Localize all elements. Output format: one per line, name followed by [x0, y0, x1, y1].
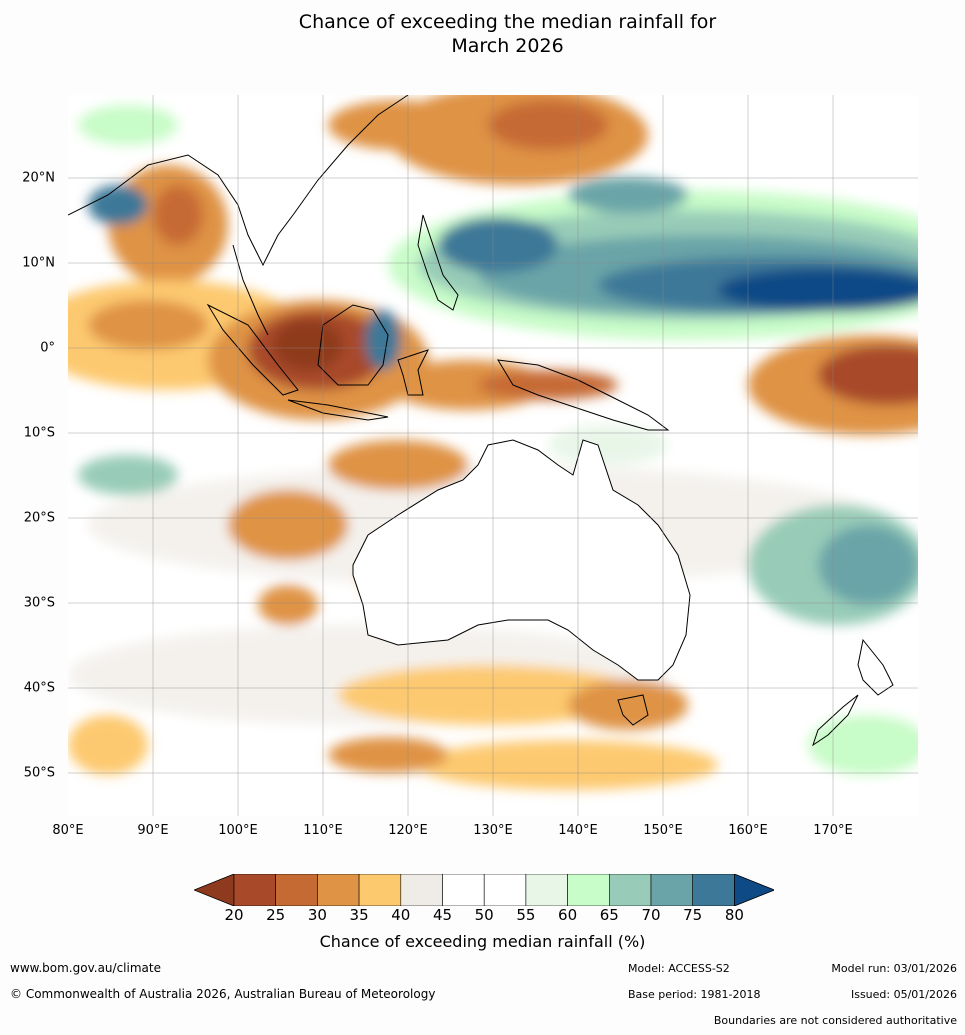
- map-title: Chance of exceeding the median rainfall …: [0, 10, 965, 58]
- tasmania-coastline: [617, 694, 649, 726]
- lat-label-40s: 40°S: [23, 680, 55, 696]
- asia-coastline: [68, 95, 409, 267]
- colorbar-segment: [233, 874, 277, 906]
- colorbar-tick-label: 25: [266, 906, 286, 924]
- sumatra-coastline: [206, 303, 299, 396]
- lat-label-10s: 10°S: [23, 425, 55, 441]
- colorbar-segment: [275, 874, 318, 906]
- footer-website: www.bom.gov.au/climate: [10, 961, 161, 975]
- colorbar-segment: [608, 874, 652, 906]
- colorbar-tick-label: 80: [724, 906, 744, 924]
- colorbar-tick-label: 60: [558, 906, 578, 924]
- map-canvas: [68, 95, 918, 816]
- colorbar-tick-label: 55: [516, 906, 536, 924]
- colorbar-tick-label: 70: [641, 906, 661, 924]
- new-guinea-coastline: [497, 359, 670, 431]
- colorbar-tick-label: 50: [474, 906, 494, 924]
- lat-label-0: 0°: [40, 340, 55, 356]
- lon-label-110e: 110°E: [303, 823, 343, 838]
- colorbar-under-arrow: [194, 874, 235, 906]
- lat-label-50s: 50°S: [23, 765, 55, 781]
- colorbar-segment: [358, 874, 402, 906]
- footer-copyright: © Commonwealth of Australia 2026, Austra…: [10, 987, 436, 1001]
- borneo-coastline: [317, 304, 389, 386]
- colorbar-tick-label: 40: [391, 906, 411, 924]
- lon-label-150e: 150°E: [643, 823, 683, 838]
- lon-label-120e: 120°E: [388, 823, 428, 838]
- lon-label-160e: 160°E: [728, 823, 768, 838]
- colorbar-segment: [525, 874, 568, 906]
- new-zealand-coastline: [857, 638, 894, 696]
- colorbar-tick-label: 30: [307, 906, 327, 924]
- lat-label-20s: 20°S: [23, 510, 55, 526]
- colorbar-segment: [442, 874, 485, 906]
- sulawesi-coastline: [397, 349, 429, 396]
- lon-label-80e: 80°E: [52, 823, 84, 838]
- graticule: [68, 95, 918, 816]
- footer-issued: Issued: 05/01/2026: [850, 988, 957, 1001]
- colorbar: [194, 874, 774, 906]
- lon-label-90e: 90°E: [137, 823, 169, 838]
- lat-label-30s: 30°S: [23, 595, 55, 611]
- colorbar-segment: [317, 874, 360, 906]
- philippines-coastline: [417, 214, 459, 311]
- rainfall-map: [68, 95, 918, 816]
- colorbar-segment: [483, 874, 527, 906]
- footer-model: Model: ACCESS-S2: [628, 962, 730, 975]
- rainfall-anomaly-layer: [68, 95, 918, 790]
- colorbar-segment: [692, 874, 735, 906]
- australia-coastline: [352, 439, 691, 681]
- colorbar-tick-label: 35: [349, 906, 369, 924]
- colorbar-over-arrow: [734, 874, 774, 906]
- new-zealand-south-coastline: [812, 694, 859, 747]
- lon-label-100e: 100°E: [218, 823, 258, 838]
- footer-model-run: Model run: 03/01/2026: [831, 962, 957, 975]
- lon-label-130e: 130°E: [473, 823, 513, 838]
- colorbar-tick-label: 20: [224, 906, 244, 924]
- footer-disclaimer: Boundaries are not considered authoritat…: [713, 1014, 957, 1027]
- colorbar-tick-label: 75: [683, 906, 703, 924]
- title-line-2: March 2026: [451, 35, 564, 57]
- colorbar-segment: [400, 874, 443, 906]
- lat-label-10n: 10°N: [22, 255, 55, 271]
- colorbar-segment: [567, 874, 610, 906]
- colorbar-tick-label: 45: [432, 906, 453, 924]
- lon-label-140e: 140°E: [558, 823, 598, 838]
- lat-label-20n: 20°N: [22, 170, 55, 186]
- lon-label-170e: 170°E: [813, 823, 853, 838]
- colorbar-segment: [650, 874, 694, 906]
- footer-base-period: Base period: 1981-2018: [628, 988, 761, 1001]
- colorbar-tick-label: 65: [599, 906, 619, 924]
- colorbar-label: Chance of exceeding median rainfall (%): [319, 932, 646, 951]
- title-line-1: Chance of exceeding the median rainfall …: [298, 11, 717, 33]
